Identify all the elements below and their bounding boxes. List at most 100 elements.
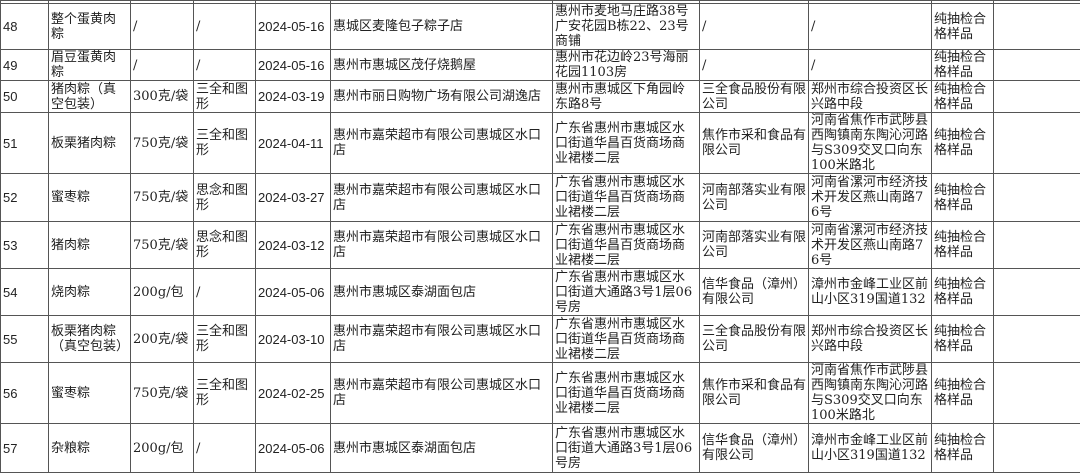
- cell-specification: 200克/袋: [130, 315, 194, 363]
- cell-result: 纯抽检合格样品: [931, 80, 994, 113]
- cell-specification: 750克/袋: [130, 221, 194, 269]
- cell-sampled-unit-address: 广东省惠州市惠城区水口街道华昌百货商场商业裙楼二层: [552, 221, 700, 269]
- cell-manufacturer: 焦作市采和食品有限公司: [699, 112, 809, 174]
- cell-brand: 三全和图形: [193, 112, 256, 174]
- cell-result: 纯抽检合格样品: [931, 362, 994, 424]
- cell-row-number: 57: [0, 423, 49, 473]
- cell-manufacturer-address: 漳州市金峰工业区前山小区319国道132: [808, 423, 932, 473]
- table-row: 53 猪肉粽 750克/袋 思念和图形 2024-03-12 惠州市嘉荣超市有限公司惠城区…: [0, 221, 1080, 269]
- cell-manufacturer: 信华食品（漳州）有限公司: [699, 268, 809, 316]
- cell-remarks: [993, 49, 1080, 81]
- table-row: 57 杂粮粽 200g/包/2024-05-06 惠州市惠城区泰湖面包店 广东省惠州市惠…: [0, 423, 1080, 473]
- cell-sampled-unit-address: 广东省惠州市惠城区水口街道大通路3号1层06号房: [552, 268, 700, 316]
- cell-remarks: [993, 3, 1080, 50]
- cell-manufacturer-address: /: [808, 3, 932, 50]
- cell-product-name: 烧肉粽: [48, 268, 131, 316]
- cell-sampled-unit: 惠州市惠城区泰湖面包店: [330, 268, 553, 316]
- cell-production-date: 2024-05-06: [255, 423, 331, 473]
- cell-sampled-unit-address: 广东省惠州市惠城区水口街道华昌百货商场商业裙楼二层: [552, 362, 700, 424]
- cell-remarks: [993, 221, 1080, 269]
- cell-production-date: 2024-02-25: [255, 362, 331, 424]
- cell-brand: /: [193, 268, 256, 316]
- cell-remarks: [993, 173, 1080, 222]
- cell-result: 纯抽检合格样品: [931, 3, 994, 50]
- cell-row-number: 50: [0, 80, 49, 113]
- cell-production-date: 2024-03-27: [255, 173, 331, 222]
- cell-row-number: 48: [0, 3, 49, 50]
- cell-specification: 750克/袋: [130, 362, 194, 424]
- cell-production-date: 2024-05-16: [255, 49, 331, 81]
- cell-brand: /: [193, 423, 256, 473]
- cell-specification: 750克/袋: [130, 112, 194, 174]
- cell-sampled-unit: 惠州市惠城区茂仔烧鹅屋: [330, 49, 553, 81]
- cell-product-name: 猪肉粽: [48, 221, 131, 269]
- cell-production-date: 2024-03-19: [255, 80, 331, 113]
- cell-result: 纯抽检合格样品: [931, 112, 994, 174]
- cell-result: 纯抽检合格样品: [931, 268, 994, 316]
- cell-row-number: 55: [0, 315, 49, 363]
- cell-manufacturer-address: /: [808, 49, 932, 81]
- cell-row-number: 53: [0, 221, 49, 269]
- cell-sampled-unit-address: 广东省惠州市惠城区水口街道华昌百货商场商业裙楼二层: [552, 173, 700, 222]
- cell-brand: 三全和图形: [193, 362, 256, 424]
- cell-product-name: 板栗猪肉粽（真空包装）: [48, 315, 131, 363]
- table-row: 55 板栗猪肉粽（真空包装） 200克/袋 三全和图形 2024-03-10 惠州市嘉荣超…: [0, 315, 1080, 363]
- cell-brand: /: [193, 49, 256, 81]
- cell-sampled-unit: 惠州市嘉荣超市有限公司惠城区水口店: [330, 112, 553, 174]
- cell-production-date: 2024-05-16: [255, 3, 331, 50]
- cell-sampled-unit-address: 惠州市惠城区下角园岭东路8号: [552, 80, 700, 113]
- cell-result: 纯抽检合格样品: [931, 423, 994, 473]
- cell-manufacturer: /: [699, 3, 809, 50]
- cell-manufacturer-address: 漳州市金峰工业区前山小区319国道132: [808, 268, 932, 316]
- cell-row-number: 52: [0, 173, 49, 222]
- cell-production-date: 2024-04-11: [255, 112, 331, 174]
- cell-product-name: 蜜枣粽: [48, 362, 131, 424]
- cell-manufacturer: 三全食品股份有限公司: [699, 315, 809, 363]
- cell-row-number: 54: [0, 268, 49, 316]
- table-row: 48 整个蛋黄肉粽 //2024-05-16 惠城区麦隆包子粽子店 惠州市麦地马庄路38…: [0, 3, 1080, 50]
- cell-manufacturer: 焦作市采和食品有限公司: [699, 362, 809, 424]
- cell-product-name: 杂粮粽: [48, 423, 131, 473]
- cell-sampled-unit: 惠州市嘉荣超市有限公司惠城区水口店: [330, 362, 553, 424]
- cell-sampled-unit-address: 广东省惠州市惠城区水口街道华昌百货商场商业裙楼二层: [552, 112, 700, 174]
- cell-specification: /: [130, 49, 194, 81]
- cell-production-date: 2024-05-06: [255, 268, 331, 316]
- cell-result: 纯抽检合格样品: [931, 221, 994, 269]
- cell-specification: 300克/袋: [130, 80, 194, 113]
- cell-manufacturer: 河南部落实业有限公司: [699, 221, 809, 269]
- cell-manufacturer: 信华食品（漳州）有限公司: [699, 423, 809, 473]
- cell-sampled-unit-address: 广东省惠州市惠城区水口街道大通路3号1层06号房: [552, 423, 700, 473]
- cell-remarks: [993, 315, 1080, 363]
- cell-manufacturer-address: 郑州市综合投资区长兴路中段: [808, 315, 932, 363]
- cell-remarks: [993, 362, 1080, 424]
- cell-manufacturer: /: [699, 49, 809, 81]
- cell-production-date: 2024-03-12: [255, 221, 331, 269]
- cell-sampled-unit-address: 惠州市花边岭23号海丽花园1103房: [552, 49, 700, 81]
- cell-specification: 200g/包: [130, 423, 194, 473]
- cell-row-number: 49: [0, 49, 49, 81]
- cell-manufacturer-address: 河南省焦作市武陟县西陶镇南东陶沁河路与S309交叉口向东100米路北: [808, 362, 932, 424]
- cell-sampled-unit: 惠州市嘉荣超市有限公司惠城区水口店: [330, 173, 553, 222]
- cell-brand: 思念和图形: [193, 173, 256, 222]
- cell-sampled-unit: 惠城区麦隆包子粽子店: [330, 3, 553, 50]
- cell-manufacturer-address: 郑州市综合投资区长兴路中段: [808, 80, 932, 113]
- cell-sampled-unit: 惠州市惠城区泰湖面包店: [330, 423, 553, 473]
- table-row: 54 烧肉粽 200g/包/2024-05-06 惠州市惠城区泰湖面包店 广东省惠州市惠…: [0, 268, 1080, 316]
- table-row: 51 板栗猪肉粽 750克/袋 三全和图形 2024-04-11 惠州市嘉荣超市有限公司惠…: [0, 112, 1080, 174]
- cell-specification: /: [130, 3, 194, 50]
- cell-product-name: 猪肉粽（真空包装）: [48, 80, 131, 113]
- cell-remarks: [993, 268, 1080, 316]
- cell-brand: /: [193, 3, 256, 50]
- cell-product-name: 蜜枣粽: [48, 173, 131, 222]
- cell-brand: 三全和图形: [193, 80, 256, 113]
- cell-manufacturer-address: 河南省漯河市经济技术开发区燕山南路76号: [808, 173, 932, 222]
- cell-manufacturer: 三全食品股份有限公司: [699, 80, 809, 113]
- cell-product-name: 眉豆蛋黄肉粽: [48, 49, 131, 81]
- cell-result: 纯抽检合格样品: [931, 173, 994, 222]
- cell-brand: 三全和图形: [193, 315, 256, 363]
- cell-remarks: [993, 423, 1080, 473]
- cell-row-number: 56: [0, 362, 49, 424]
- cell-manufacturer-address: 河南省漯河市经济技术开发区燕山南路76号: [808, 221, 932, 269]
